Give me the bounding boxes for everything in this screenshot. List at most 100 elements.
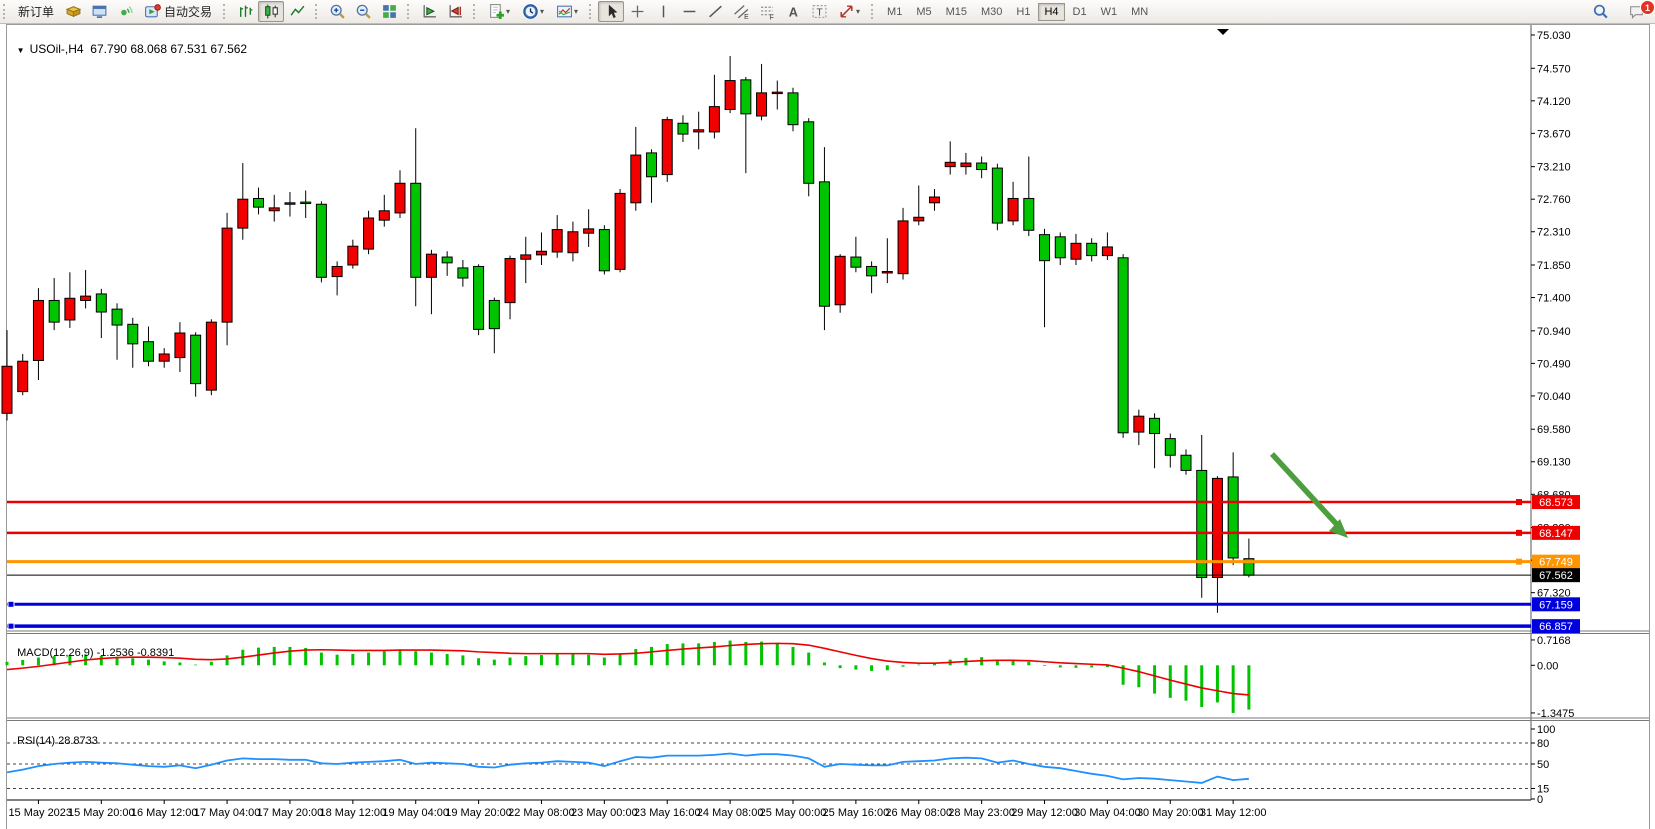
timeframe-d1[interactable]: D1 xyxy=(1072,5,1087,18)
time-tick-label: 15 May 20:00 xyxy=(68,807,135,819)
timeframe-m1[interactable]: M1 xyxy=(887,5,903,18)
candle-50 xyxy=(787,92,799,126)
timeframe-mn[interactable]: MN xyxy=(1131,5,1149,18)
chart-window-border xyxy=(6,24,1650,829)
toolbar-group xyxy=(312,0,404,23)
candle-32 xyxy=(504,257,516,304)
indicators-icon[interactable]: ▾ xyxy=(550,1,584,22)
candle-55 xyxy=(866,265,878,277)
timeframe-m15[interactable]: M15 xyxy=(945,5,967,18)
crosshair-icon[interactable] xyxy=(624,1,650,22)
candle-74 xyxy=(1164,438,1176,456)
price-tick-label: 74.120 xyxy=(1537,96,1571,108)
candle-38 xyxy=(598,229,610,272)
trend-arrow-head[interactable] xyxy=(1329,519,1348,538)
auto-trading-button[interactable]: 自动交易 xyxy=(138,1,218,22)
price-tick-label: 70.940 xyxy=(1537,326,1571,338)
signal-icon[interactable] xyxy=(112,1,138,22)
trend-arrow-line[interactable] xyxy=(1269,452,1344,531)
svg-text:E: E xyxy=(744,14,749,20)
candle-26 xyxy=(410,182,422,278)
price-tick-label: 69.580 xyxy=(1537,424,1571,436)
chart-shift-icon[interactable] xyxy=(442,1,468,22)
toolbar-group xyxy=(404,0,470,23)
order-ticket-icon[interactable] xyxy=(60,1,86,22)
equidistant-channel-icon[interactable]: E xyxy=(728,1,754,22)
price-tick-label: 72.760 xyxy=(1537,194,1571,206)
market-watch-icon[interactable] xyxy=(86,1,112,22)
trendline-icon[interactable] xyxy=(702,1,728,22)
candle-47 xyxy=(740,79,752,115)
timeframe-h4[interactable]: H4 xyxy=(1038,2,1065,21)
zoom-in-icon[interactable] xyxy=(324,1,350,22)
candle-21 xyxy=(331,265,343,278)
text-label-icon[interactable]: T xyxy=(806,1,832,22)
candle-44 xyxy=(693,129,705,133)
time-tick-label: 22 May 08:00 xyxy=(508,807,575,819)
cursor-icon[interactable] xyxy=(598,1,625,22)
texta: A xyxy=(788,4,797,19)
tile-windows-icon[interactable] xyxy=(376,1,402,22)
bar-chart-icon[interactable] xyxy=(232,1,258,22)
candle-6 xyxy=(95,293,107,313)
chart-canvas: 75.030 74.570 74.120 73.670 73.210 72.760 72.3… xyxy=(0,24,1655,829)
time-tick-label: 17 May 20:00 xyxy=(257,807,324,819)
timeframe-m30[interactable]: M30 xyxy=(981,5,1003,18)
rsi-tick-label: 0 xyxy=(1537,794,1543,806)
hline-handle[interactable] xyxy=(1516,499,1522,506)
timeframe-w1[interactable]: W1 xyxy=(1100,5,1118,18)
fibonacci-icon[interactable]: F xyxy=(754,1,780,22)
zoom-out-icon[interactable] xyxy=(350,1,376,22)
search-icon[interactable] xyxy=(1587,1,1613,22)
line-chart-icon[interactable] xyxy=(284,1,310,22)
timeframe-h1[interactable]: H1 xyxy=(1016,5,1031,18)
macd-values: -1.2536 -0.8391 xyxy=(96,647,175,659)
hline xyxy=(683,10,695,13)
candlestick-chart-icon[interactable] xyxy=(258,1,285,22)
chart-shift-marker[interactable] xyxy=(1217,29,1229,35)
time-tick-label: 17 May 04:00 xyxy=(194,807,261,819)
price-tick-label: 71.850 xyxy=(1537,260,1571,272)
new-order-button[interactable]: 新订单 xyxy=(18,5,55,19)
time-tick-label: 23 May 00:00 xyxy=(571,807,638,819)
vertical-line-icon[interactable] xyxy=(650,1,676,22)
time-tick-label: 31 May 12:00 xyxy=(1200,807,1267,819)
candle-77 xyxy=(1211,477,1223,578)
time-tick-label: 24 May 08:00 xyxy=(697,807,764,819)
candle-28 xyxy=(441,256,453,264)
time-tick-label: 30 May 04:00 xyxy=(1074,807,1141,819)
price-tag-66.857 xyxy=(1532,619,1580,634)
candle-41 xyxy=(646,152,658,178)
arrows-tool-icon[interactable]: ▾ xyxy=(832,1,866,22)
price-tick-label: 74.570 xyxy=(1537,63,1571,75)
timeframe-m5[interactable]: M5 xyxy=(916,5,932,18)
rsi-name: RSI(14) xyxy=(17,735,56,747)
candles xyxy=(264,4,278,19)
periods-icon[interactable]: ▾ xyxy=(516,1,550,22)
chart-symbol: USOil-,H4 xyxy=(29,42,84,56)
new-chart-icon[interactable]: ▾ xyxy=(482,1,516,22)
auto-scroll-icon[interactable] xyxy=(416,1,442,22)
candle-16 xyxy=(253,197,265,208)
horizontal-line-icon[interactable] xyxy=(676,1,702,22)
price-tag-label: 66.857 xyxy=(1539,621,1573,633)
svg-text:F: F xyxy=(769,14,773,20)
search xyxy=(1593,4,1608,19)
notifications-icon[interactable]: 1 xyxy=(1623,0,1655,22)
hline-handle[interactable] xyxy=(7,622,15,630)
hline-handle[interactable] xyxy=(1516,558,1522,565)
time-tick-label: 15 May 2023 xyxy=(8,807,72,819)
toolbar-groups: 新订单 自动交易 ▾ ▾ ▾ E F A T ▾ M1 M5 M15 M30 H1 H4 D1 W1 MN xyxy=(0,0,1157,23)
candle-0 xyxy=(1,365,13,414)
hline-handle[interactable] xyxy=(7,600,15,608)
hline-handle[interactable] xyxy=(1516,529,1522,536)
candle-45 xyxy=(708,106,720,133)
zoomin xyxy=(330,4,345,19)
svg-text:T: T xyxy=(816,8,822,19)
candle-60 xyxy=(944,161,956,168)
chart-dropdown-icon[interactable]: ▼ xyxy=(16,46,25,55)
fibo: F xyxy=(760,6,773,20)
text-icon[interactable]: A xyxy=(780,1,806,22)
candle-57 xyxy=(897,220,909,275)
candle-42 xyxy=(661,119,673,176)
